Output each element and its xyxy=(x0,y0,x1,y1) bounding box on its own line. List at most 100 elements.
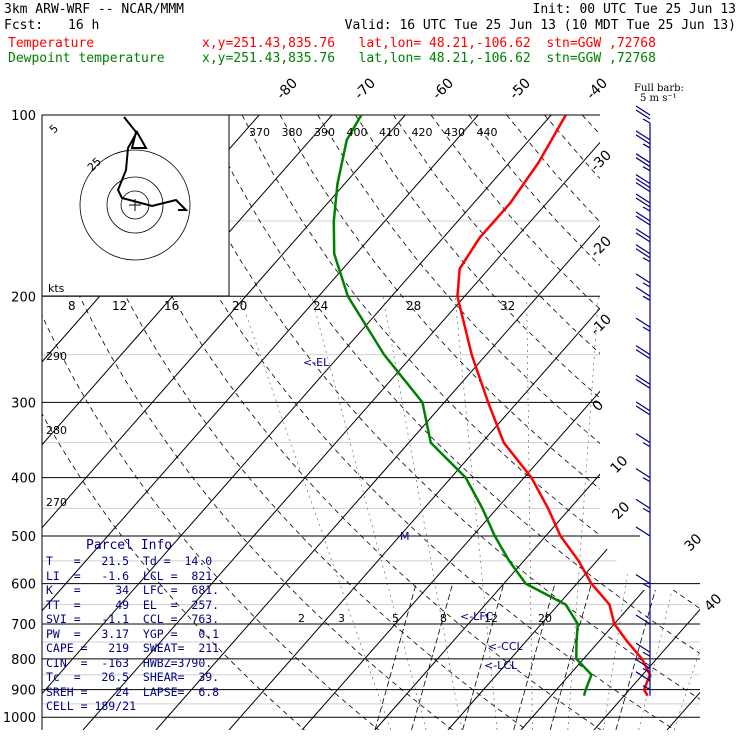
isotherm-line xyxy=(301,115,700,730)
dry-adiabat xyxy=(90,115,602,730)
barb-flag xyxy=(635,130,651,141)
mixing-ratio-line xyxy=(374,583,417,730)
barb-half xyxy=(642,143,651,149)
forecast-label: Fcst: xyxy=(4,18,44,33)
dewpoint-location: x,y=251.43,835.76 lat,lon= 48.21,-106.62… xyxy=(202,51,656,66)
valid-time: Valid: 16 UTC Tue 25 Jun 13 (10 MDT Tue … xyxy=(344,18,736,33)
barb-flag xyxy=(635,157,651,168)
hodograph-units: kts xyxy=(48,282,65,295)
wind-barb xyxy=(642,685,651,691)
dewpoint-legend: Dewpoint temperature xyxy=(8,51,165,66)
dry-adiabat xyxy=(581,115,700,730)
parcel-info-rows: T = 21.5 Td = 14.0 LI = -1.6 LCL = 821. K … xyxy=(42,554,232,714)
parcel-info-row: Tc = 26.5 SHEAR= 39. xyxy=(46,670,220,684)
wind-barb xyxy=(635,345,651,360)
dry-adiabat xyxy=(657,115,700,730)
dry-adiabat xyxy=(430,115,700,730)
wind-barb xyxy=(635,273,651,288)
isotherm-line xyxy=(228,115,700,730)
pressure-label: 800 xyxy=(11,653,36,668)
parcel-info-row: CELL = 189/21 xyxy=(46,699,137,713)
speed-label: 12 xyxy=(112,299,127,313)
wind-barb xyxy=(635,526,651,537)
m-annotation: M xyxy=(400,530,410,543)
wind-barb xyxy=(635,228,651,243)
wind-barb xyxy=(635,658,651,674)
parcel-info-row: PW = 3.17 YGP = 0.1 xyxy=(46,626,220,641)
barb-flag xyxy=(635,182,651,193)
barb-flag xyxy=(635,345,651,356)
barb-half xyxy=(642,295,651,301)
theta-label: 370 xyxy=(249,126,270,139)
isotherm-label: 10 xyxy=(608,453,632,477)
theta-label: 440 xyxy=(477,126,498,139)
barb-half xyxy=(642,326,651,332)
isotherm-line xyxy=(42,115,333,730)
barb-flag xyxy=(635,468,651,479)
mixing-ratio-label: 5 xyxy=(392,612,399,625)
mixing-ratio-line xyxy=(615,583,658,730)
dry-adiabat xyxy=(42,115,453,730)
wind-barb xyxy=(635,614,651,625)
dry-adiabat xyxy=(392,115,700,730)
parcel-info-row: TT = 49 EL = 257. xyxy=(46,597,220,612)
barb-flag xyxy=(635,374,651,385)
mixing-ratio-line xyxy=(411,583,454,730)
hodograph-ring xyxy=(106,176,164,234)
barb-flag xyxy=(635,174,651,185)
wind-barb xyxy=(635,244,651,263)
isotherm-label: -20 xyxy=(588,233,615,260)
isotherm-line xyxy=(42,115,552,730)
barb-flag xyxy=(635,244,651,255)
dry-adiabat xyxy=(317,115,700,730)
barb-legend-title: Full barb: xyxy=(634,83,684,94)
wind-barb xyxy=(635,153,651,172)
barb-flag xyxy=(635,211,651,222)
isotherm-label: -40 xyxy=(584,75,611,102)
barb-flag xyxy=(635,178,651,189)
theta-label: 430 xyxy=(444,126,465,139)
barb-half xyxy=(642,206,651,212)
isotherm-line xyxy=(520,115,700,730)
dry-adiabat xyxy=(355,115,700,730)
wind-barb xyxy=(635,401,651,416)
wind-barb xyxy=(635,211,651,226)
barb-flag xyxy=(635,248,651,259)
wind-barb xyxy=(635,468,651,483)
mixing-ratio-line xyxy=(462,583,505,730)
isotherm-line xyxy=(666,115,700,730)
dry-adiabat xyxy=(695,115,700,730)
barb-half xyxy=(642,257,651,263)
dry-adiabat xyxy=(42,115,305,730)
dry-adiabat xyxy=(241,115,700,730)
wind-barb xyxy=(635,433,651,448)
model-title: 3km ARW-WRF -- NCAR/MMM xyxy=(4,2,185,17)
moist-adiabat xyxy=(454,296,498,730)
isotherm-label: -70 xyxy=(352,75,379,102)
wind-barb xyxy=(635,174,651,193)
pressure-label: 600 xyxy=(11,578,36,593)
isotherm-label: -80 xyxy=(274,75,301,102)
wind-barb xyxy=(635,498,651,513)
wind-barb xyxy=(635,105,651,124)
parcel-info-row: CAPE = 219 SWEAT= 211 xyxy=(46,641,220,655)
wind-barb xyxy=(635,286,651,301)
dry-adiabat xyxy=(733,115,740,730)
theta-label: 420 xyxy=(412,126,433,139)
moist-adiabat xyxy=(567,296,599,730)
barb-flag xyxy=(635,349,651,360)
barb-flag xyxy=(635,134,651,145)
isotherm-line xyxy=(42,115,479,730)
init-time: Init: 00 UTC Tue 25 Jun 13 xyxy=(532,2,737,17)
barb-flag xyxy=(635,658,651,670)
temperature-location: x,y=251.43,835.76 lat,lon= 48.21,-106.62… xyxy=(202,36,656,51)
parcel-info-title: Parcel Info xyxy=(86,538,173,553)
mixing-ratio-label: 3 xyxy=(338,612,345,625)
moist-adiabat xyxy=(526,296,533,730)
barb-flag xyxy=(635,286,651,297)
barb-legend-units: 5 m s⁻¹ xyxy=(640,93,677,104)
mixing-ratio-label: 12 xyxy=(484,612,498,625)
dry-adiabat xyxy=(203,115,700,730)
barb-flag xyxy=(635,153,651,164)
dry-adiabat xyxy=(279,115,700,730)
